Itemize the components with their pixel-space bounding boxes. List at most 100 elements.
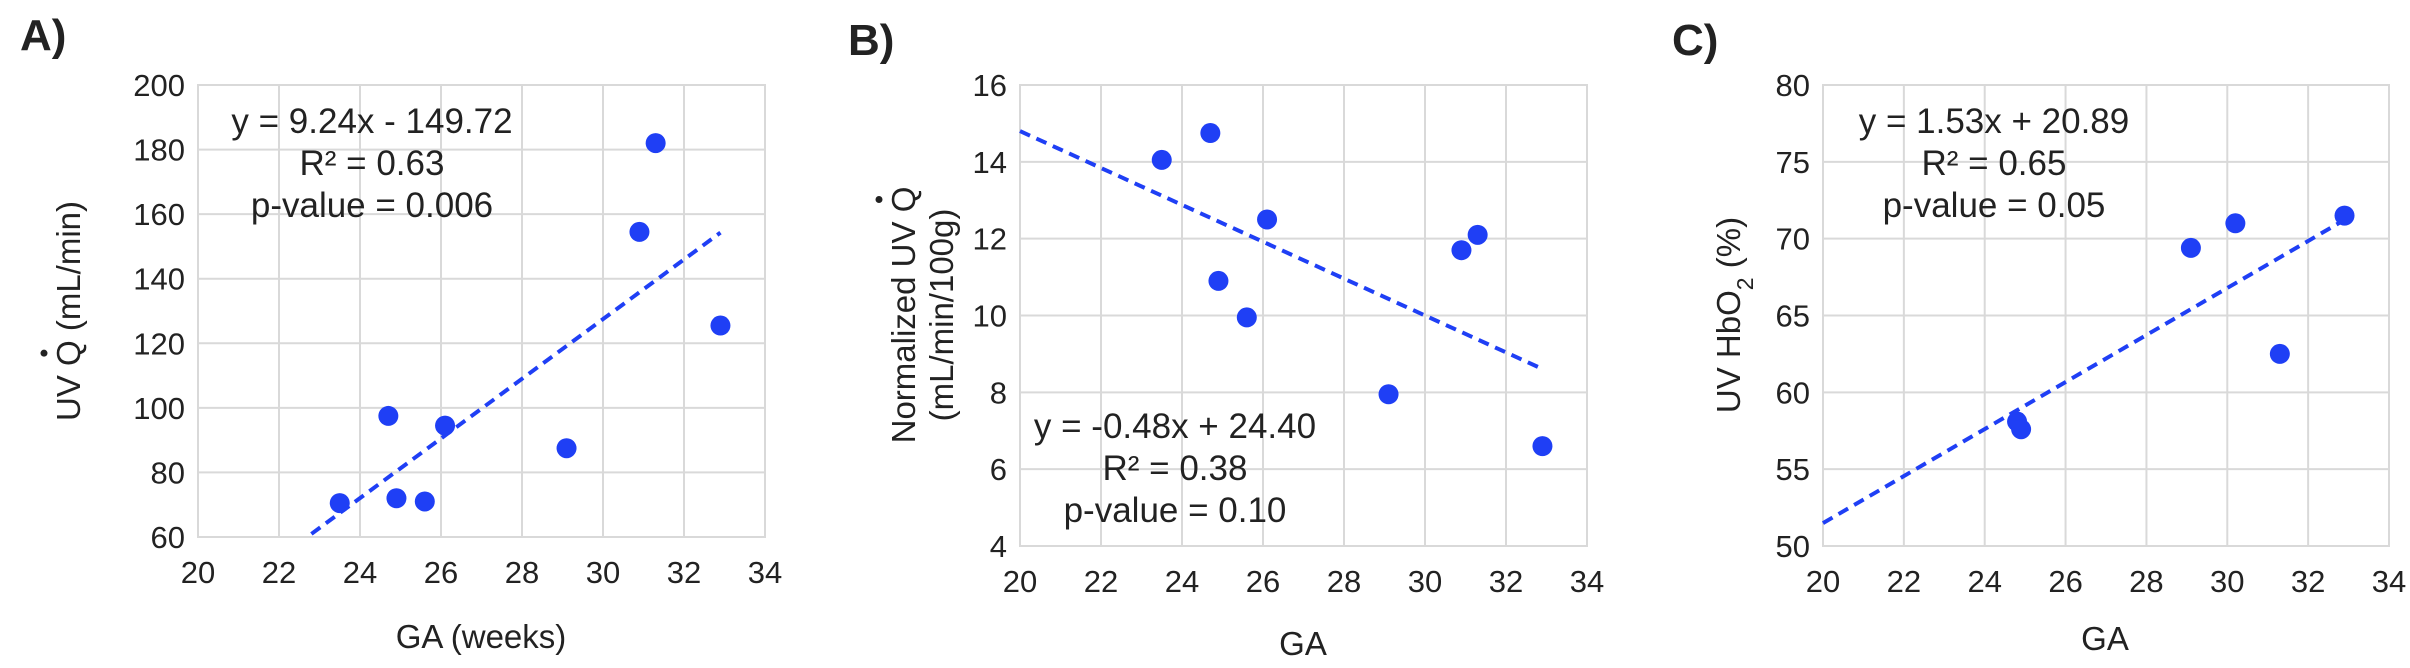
chart-a-data-point bbox=[414, 491, 435, 512]
chart-b-x-tick-label: 30 bbox=[1408, 564, 1442, 599]
chart-b-y-tick-label: 12 bbox=[973, 222, 1007, 257]
chart-c-x-tick-label: 24 bbox=[1967, 564, 2001, 599]
chart-b-x-axis-title: GA bbox=[1279, 625, 1327, 662]
chart-c-y-tick-label: 70 bbox=[1776, 222, 1810, 257]
chart-b-plot-frame bbox=[1019, 84, 1588, 547]
chart-c: C) 50 55 60 65 70 75 80 20 22 24 26 28 30 32 34 y = 1.53… bbox=[1672, 16, 2406, 657]
chart-c-data-point bbox=[2269, 343, 2290, 364]
chart-a: A) 60 80 100 120 140 160 180 200 20 22 24 26 28 30 32 34… bbox=[20, 11, 782, 655]
chart-b-x-tick-label: 34 bbox=[1570, 564, 1604, 599]
chart-b-x-tick-label: 24 bbox=[1165, 564, 1199, 599]
chart-a-y-tick-label: 180 bbox=[133, 133, 185, 168]
chart-a-x-tick-label: 22 bbox=[262, 555, 296, 590]
chart-b-trendline bbox=[1019, 129, 1544, 371]
chart-c-y-tick-label: 75 bbox=[1776, 145, 1810, 180]
chart-b-data-point bbox=[1236, 307, 1257, 328]
chart-c-x-tick-label: 22 bbox=[1887, 564, 1921, 599]
chart-c-data-point bbox=[2011, 419, 2032, 440]
chart-a-y-axis-title: UV Q (mL/min) bbox=[50, 201, 87, 421]
chart-b-y-axis-title: Normalized UV Q bbox=[885, 187, 922, 444]
chart-a-data-point bbox=[329, 493, 350, 514]
chart-c-data-point bbox=[2334, 205, 2355, 226]
chart-c-x-tick-label: 34 bbox=[2372, 564, 2406, 599]
chart-a-data-point bbox=[378, 405, 399, 426]
chart-a-data-point bbox=[645, 133, 666, 154]
chart-b-y-axis-title-line2: (mL/min/100g) bbox=[923, 209, 960, 422]
chart-a-x-axis-title: GA (weeks) bbox=[396, 618, 567, 655]
chart-a-x-tick-label: 28 bbox=[505, 555, 539, 590]
chart-b-data-point bbox=[1151, 149, 1172, 170]
chart-a-y-tick-label: 60 bbox=[151, 520, 185, 555]
chart-a-x-tick-label: 30 bbox=[586, 555, 620, 590]
chart-a-x-tick-label: 34 bbox=[748, 555, 782, 590]
chart-c-y-axis-title: UV HbO2 (%) bbox=[1710, 217, 1758, 413]
chart-a-annotation: R² = 0.63 bbox=[300, 144, 445, 183]
chart-a-y-tick-label: 140 bbox=[133, 262, 185, 297]
chart-b-x-tick-label: 28 bbox=[1327, 564, 1361, 599]
chart-c-trendline bbox=[1821, 218, 2346, 525]
chart-c-annotation: p-value = 0.05 bbox=[1883, 186, 2106, 225]
chart-c-annotation: y = 1.53x + 20.89 bbox=[1859, 102, 2129, 141]
chart-a-data-point bbox=[629, 221, 650, 242]
chart-b-x-tick-label: 22 bbox=[1084, 564, 1118, 599]
chart-b-annotation: y = -0.48x + 24.40 bbox=[1034, 407, 1316, 446]
chart-a-trendline bbox=[310, 231, 722, 536]
chart-b-data-point bbox=[1200, 123, 1221, 144]
chart-a-x-tick-label: 24 bbox=[343, 555, 377, 590]
chart-b-data-point bbox=[1532, 436, 1553, 457]
chart-a-y-tick-label: 200 bbox=[133, 68, 185, 103]
chart-a-annotation: y = 9.24x - 149.72 bbox=[231, 102, 512, 141]
chart-a-y-tick-label: 160 bbox=[133, 197, 185, 232]
chart-c-x-tick-label: 30 bbox=[2210, 564, 2244, 599]
chart-a-y-tick-label: 100 bbox=[133, 391, 185, 426]
chart-a-x-tick-label: 20 bbox=[181, 555, 215, 590]
chart-b-data-point bbox=[1208, 270, 1229, 291]
chart-a-data-point bbox=[556, 438, 577, 459]
chart-a-y-tick-label: 120 bbox=[133, 326, 185, 361]
chart-b-data-point bbox=[1257, 209, 1278, 230]
chart-c-data-point bbox=[2180, 237, 2201, 258]
chart-a-annotation: p-value = 0.006 bbox=[251, 186, 493, 225]
chart-c-plot-frame bbox=[1822, 84, 2390, 547]
chart-a-plot-frame bbox=[197, 84, 766, 538]
chart-a-data-point bbox=[435, 415, 456, 436]
chart-b-x-tick-label: 20 bbox=[1003, 564, 1037, 599]
chart-a-x-tick-label: 32 bbox=[667, 555, 701, 590]
chart-a-q-dot-mark bbox=[40, 349, 48, 357]
chart-c-x-tick-label: 32 bbox=[2291, 564, 2325, 599]
chart-c-x-tick-label: 20 bbox=[1806, 564, 1840, 599]
chart-b-y-tick-label: 4 bbox=[990, 529, 1007, 564]
chart-c-x-tick-label: 28 bbox=[2129, 564, 2163, 599]
chart-b-data-point bbox=[1378, 384, 1399, 405]
chart-b-data-point bbox=[1467, 224, 1488, 245]
chart-c-y-tick-label: 50 bbox=[1776, 529, 1810, 564]
chart-c-x-axis-title: GA bbox=[2081, 620, 2129, 657]
chart-c-panel-label: C) bbox=[1672, 16, 1718, 65]
chart-a-data-point bbox=[386, 488, 407, 509]
chart-b-y-tick-label: 10 bbox=[973, 299, 1007, 334]
chart-c-annotation: R² = 0.65 bbox=[1922, 144, 2067, 183]
chart-a-data-point bbox=[710, 315, 731, 336]
chart-c-x-tick-label: 26 bbox=[2048, 564, 2082, 599]
chart-b-y-tick-label: 16 bbox=[973, 68, 1007, 103]
chart-b-y-tick-label: 8 bbox=[990, 375, 1007, 410]
chart-c-y-tick-label: 65 bbox=[1776, 299, 1810, 334]
chart-b-x-tick-label: 26 bbox=[1246, 564, 1280, 599]
chart-b: B) 4 6 8 10 12 14 16 20 22 24 26 28 30 32 34 y = -0.48x … bbox=[848, 16, 1604, 662]
chart-a-y-tick-label: 80 bbox=[151, 455, 185, 490]
chart-c-data-point bbox=[2225, 213, 2246, 234]
chart-b-y-tick-label: 6 bbox=[990, 452, 1007, 487]
chart-a-panel-label: A) bbox=[20, 11, 66, 60]
chart-c-y-tick-label: 80 bbox=[1776, 68, 1810, 103]
chart-b-annotation: p-value = 0.10 bbox=[1064, 491, 1287, 530]
chart-b-panel-label: B) bbox=[848, 16, 894, 65]
chart-b-y-tick-label: 14 bbox=[973, 145, 1007, 180]
chart-c-y-tick-label: 55 bbox=[1776, 452, 1810, 487]
chart-b-x-tick-label: 32 bbox=[1489, 564, 1523, 599]
chart-b-annotation: R² = 0.38 bbox=[1103, 449, 1248, 488]
chart-b-q-dot-mark bbox=[875, 195, 883, 203]
chart-b-data-point bbox=[1451, 240, 1472, 261]
chart-c-y-tick-label: 60 bbox=[1776, 375, 1810, 410]
chart-a-x-tick-label: 26 bbox=[424, 555, 458, 590]
